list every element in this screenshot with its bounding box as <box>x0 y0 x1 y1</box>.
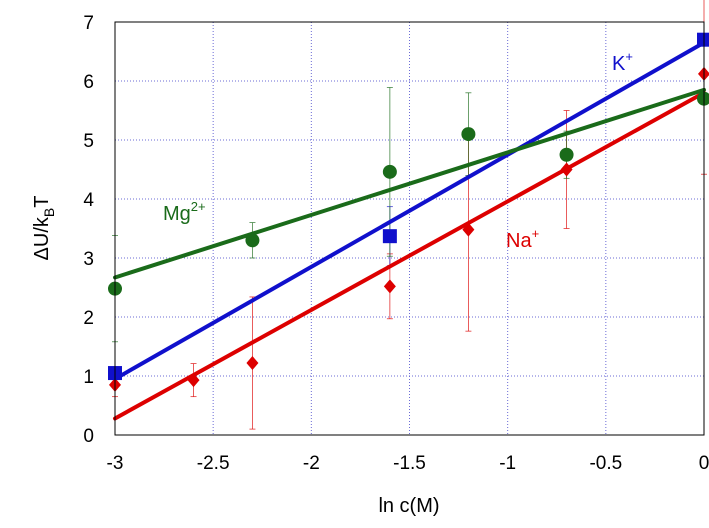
x-tick-label: -3 <box>107 453 124 474</box>
data-point-k <box>383 229 397 243</box>
x-tick-label: -1 <box>499 453 516 474</box>
y-tick-label: 7 <box>83 13 94 34</box>
y-axis-title: ΔU/kBT <box>31 196 57 261</box>
series-label-k-name: K <box>612 53 626 75</box>
y-tick-label: 2 <box>83 308 94 329</box>
y-axis-title-tail: T <box>31 196 53 208</box>
series-label-k-sup: + <box>625 49 633 64</box>
x-axis-title: ln c(M) <box>378 495 439 517</box>
data-point-mg <box>245 233 259 247</box>
y-tick-label: 5 <box>83 131 94 152</box>
y-tick-label: 0 <box>83 426 94 447</box>
x-tick-label: 0 <box>699 453 709 474</box>
data-point-mg <box>461 127 475 141</box>
series-label-na-name: Na <box>506 230 532 252</box>
x-tick-label: -1.5 <box>393 453 426 474</box>
data-point-k <box>697 33 709 47</box>
y-tick-label: 3 <box>83 249 94 270</box>
y-tick-label: 4 <box>83 190 94 211</box>
data-point-mg <box>383 165 397 179</box>
data-point-mg <box>560 148 574 162</box>
x-tick-label: -0.5 <box>589 453 622 474</box>
series-label-na-sup: + <box>532 226 540 241</box>
series-label-mg-name: Mg <box>163 203 191 225</box>
x-tick-label: -2.5 <box>197 453 230 474</box>
series-label-mg-sup: 2+ <box>191 199 206 214</box>
y-tick-label: 1 <box>83 367 94 388</box>
y-axis-title-main: ΔU/k <box>31 216 53 260</box>
x-tick-label: -2 <box>303 453 320 474</box>
y-axis-title-sub: B <box>41 208 57 217</box>
y-tick-label: 6 <box>83 72 94 93</box>
